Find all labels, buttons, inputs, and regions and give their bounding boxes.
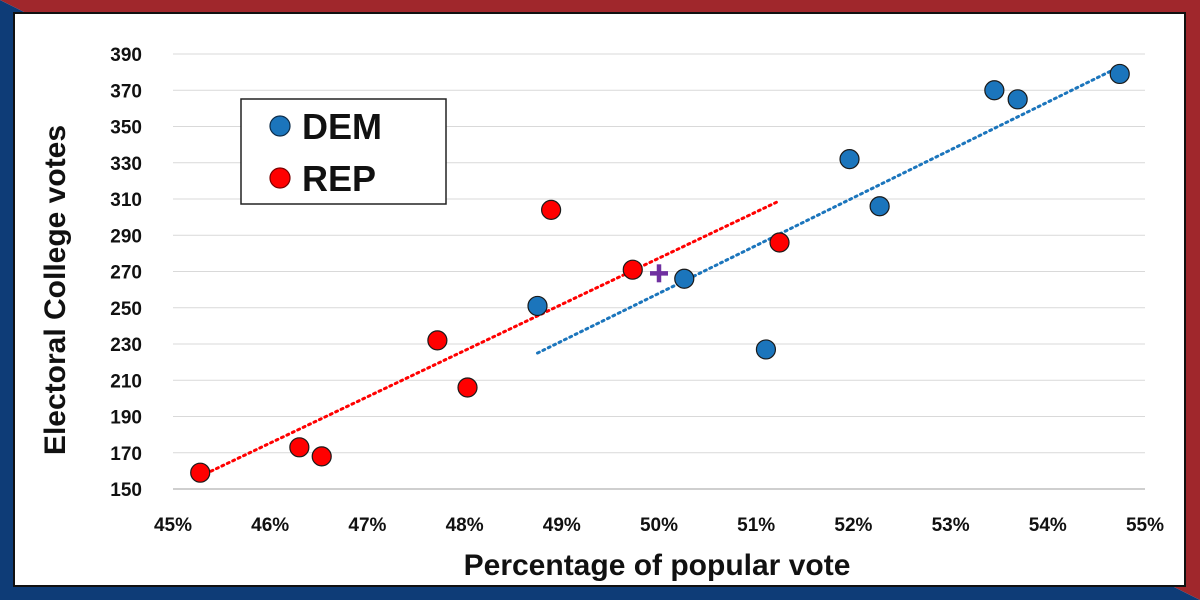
y-tick-label: 350 <box>110 118 142 139</box>
x-tick-label: 48% <box>446 515 484 536</box>
y-tick-label: 250 <box>110 299 142 320</box>
dem-data-point <box>869 196 890 217</box>
x-tick-labels: 45% 46% 47% 48% 49% 50% 51% 52% 53% 54% 55% <box>154 515 1164 536</box>
dem-data-point <box>674 268 695 289</box>
rep-data-point <box>289 437 310 458</box>
x-tick-label: 47% <box>348 515 386 536</box>
y-tick-label: 190 <box>110 408 142 429</box>
y-tick-label: 270 <box>110 263 142 284</box>
y-axis-title: Electoral College votes <box>39 125 72 455</box>
x-tick-label: 51% <box>737 515 775 536</box>
data-points <box>190 63 1130 483</box>
dem-data-point <box>1109 63 1130 85</box>
y-tick-label: 330 <box>110 154 142 175</box>
dem-data-point <box>1007 89 1028 110</box>
dem-data-point <box>839 149 860 170</box>
rep-trendline <box>198 199 782 478</box>
dem-data-point <box>527 295 548 317</box>
y-tick-labels: 150 170 190 210 230 250 270 290 310 330 350 370 390 <box>110 45 142 501</box>
dem-data-point <box>984 80 1005 101</box>
dem-data-point <box>755 339 777 360</box>
x-axis-title: Percentage of popular vote <box>464 549 851 582</box>
x-tick-label: 50% <box>640 515 678 536</box>
y-tick-label: 170 <box>110 444 142 465</box>
x-tick-label: 46% <box>251 515 289 536</box>
rep-data-point <box>457 377 478 398</box>
legend: DEM REP <box>240 98 447 205</box>
y-tick-label: 390 <box>110 45 142 66</box>
rep-data-point <box>427 330 448 351</box>
y-tick-label: 370 <box>110 81 142 102</box>
dem-trendline <box>536 65 1122 355</box>
chart-panel <box>13 12 1186 587</box>
rep-data-point <box>311 446 332 467</box>
rep-data-point <box>622 259 643 280</box>
y-tick-label: 310 <box>110 190 142 211</box>
x-tick-label: 55% <box>1126 515 1164 536</box>
x-tick-label: 54% <box>1029 515 1067 536</box>
y-tick-label: 230 <box>110 335 142 356</box>
midpoint-marker <box>650 264 668 283</box>
rep-data-point <box>190 462 211 483</box>
y-tick-label: 150 <box>110 480 142 501</box>
x-tick-label: 45% <box>154 515 192 536</box>
y-tick-label: 210 <box>110 371 142 392</box>
legend-dem-swatch <box>269 115 291 137</box>
rep-data-point <box>769 232 790 253</box>
legend-dem-label: DEM <box>302 106 382 147</box>
x-tick-label: 53% <box>932 515 970 536</box>
legend-rep-swatch <box>269 167 291 189</box>
x-tick-label: 49% <box>543 515 581 536</box>
x-tick-label: 52% <box>834 515 872 536</box>
y-tick-label: 290 <box>110 226 142 247</box>
legend-rep-label: REP <box>302 158 376 199</box>
trendlines <box>198 65 1122 478</box>
rep-data-point <box>541 199 562 220</box>
